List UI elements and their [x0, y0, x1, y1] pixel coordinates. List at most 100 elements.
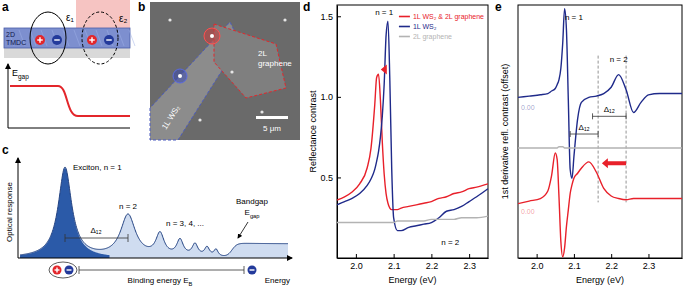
- axis-title: Reflectance contrast: [308, 90, 318, 173]
- tick-mark: [469, 254, 470, 258]
- charge-dot: [248, 266, 257, 275]
- x-tick: 2.0: [350, 254, 363, 271]
- bright-spot: [283, 18, 286, 21]
- hole: [53, 266, 62, 275]
- tick-mark: [337, 97, 341, 98]
- baseline-label: 0.00: [521, 208, 535, 215]
- position-axis: [8, 128, 130, 129]
- legend-label: 2L graphene: [413, 33, 452, 41]
- panel-label: c: [2, 143, 9, 157]
- y-axis: [18, 158, 19, 258]
- tick-label: 2.2: [605, 261, 618, 271]
- y-tick: 0.5: [320, 173, 341, 183]
- panel-label: e: [495, 0, 502, 14]
- legend-swatch: [399, 26, 410, 28]
- hole: [87, 35, 97, 45]
- y-tick: 1.5: [320, 12, 341, 22]
- probe-spot-red: [204, 28, 220, 44]
- charge-dot: [35, 35, 45, 45]
- bracket-label: Δ₁₂: [604, 105, 615, 114]
- flake-label: 1L WS₂: [160, 104, 182, 132]
- spacing-label: Δ₁₂: [90, 226, 101, 235]
- y-tick: 1.0: [320, 92, 341, 102]
- lattice-line: [74, 30, 80, 46]
- charge-sign: [106, 39, 112, 40]
- annotation: n = 1: [375, 8, 394, 17]
- shift-arrow: [381, 64, 387, 74]
- bandgap-label: Bandgap: [236, 197, 269, 206]
- annotation: n = 2: [610, 55, 629, 64]
- x-axis: 2.0 2.1 2.2 2.3: [519, 254, 683, 271]
- reference-line: [626, 56, 627, 203]
- probe-center: [178, 74, 182, 78]
- peak-label: Exciton, n = 1: [73, 163, 122, 172]
- peak-label: n = 3, 4, ...: [166, 219, 204, 228]
- tick-label: 2.0: [350, 261, 363, 271]
- charge-dot: [87, 35, 97, 45]
- tick-mark: [337, 16, 341, 17]
- lattice-line: [129, 30, 135, 46]
- tick-label: 2.2: [426, 261, 439, 271]
- scale-bar: [256, 116, 288, 119]
- x-tick: 2.0: [531, 254, 544, 271]
- electron: [104, 35, 114, 45]
- axis-title: Energy: [265, 276, 290, 285]
- spectrum-line: [20, 167, 288, 255]
- baseline-label: 0.00: [521, 104, 535, 111]
- x-tick: 2.1: [568, 254, 581, 271]
- binding-label-sub: B: [189, 281, 193, 287]
- tick-mark: [394, 254, 395, 258]
- bandgap-pointer: [238, 222, 248, 238]
- figure: a2DTMDCε₁ε₂Egapb1L WS₂2Lgraphene5 μmcOpt…: [0, 0, 685, 288]
- lattice-line: [118, 30, 124, 46]
- binding-label-main: Binding energy E: [128, 276, 189, 285]
- electron: [52, 35, 62, 45]
- x-axis: 2.0 2.1 2.2 2.3: [338, 254, 489, 271]
- bright-spot: [168, 18, 171, 21]
- spacing-bracket: [65, 234, 128, 242]
- legend-label: 1L WS₂ & 2L graphene: [413, 13, 484, 21]
- hole: [35, 35, 45, 45]
- y-axis: 0.5 1.0 1.5: [320, 6, 341, 259]
- gap-label-sub: gap: [18, 73, 29, 81]
- dielectric-label: ε₂: [119, 13, 127, 24]
- plot-frame: [337, 5, 488, 258]
- plot-area: [518, 9, 682, 257]
- plot-frame: [518, 5, 682, 258]
- panel-label: d: [303, 0, 310, 14]
- tick-mark: [574, 254, 575, 258]
- graphene-label: 2L: [258, 49, 267, 58]
- energy-axis: [8, 64, 9, 128]
- exciton-field: [82, 12, 118, 64]
- tick-label: 2.3: [463, 261, 476, 271]
- spectrum-fill: [20, 167, 288, 258]
- charge-dot: [104, 35, 114, 45]
- charge-sign: [39, 37, 40, 43]
- series-line: [337, 74, 488, 209]
- panel-a: a2DTMDCε₁ε₂Egap: [2, 0, 135, 128]
- micrograph: [150, 2, 300, 140]
- reference-line: [598, 56, 599, 203]
- x-tick: 2.1: [388, 254, 401, 271]
- bright-spot: [230, 70, 233, 73]
- tick-label: 2.0: [531, 261, 544, 271]
- tick-label: 0.5: [320, 173, 333, 183]
- bandgap-symbol: Egap: [245, 208, 260, 219]
- lattice-line: [96, 30, 102, 46]
- x-tick: 2.2: [426, 254, 439, 271]
- exciton-icon: [49, 262, 77, 278]
- material-label: 2D: [6, 31, 15, 38]
- tick-label: 2.1: [568, 261, 581, 271]
- panel-c: cOptical responseEnergyExciton, n = 1n =…: [2, 143, 292, 287]
- tick-mark: [648, 254, 649, 258]
- dielectric-region: [76, 0, 130, 28]
- charge-sign: [67, 269, 72, 270]
- binding-bracket: [79, 266, 244, 274]
- series-line: [518, 9, 682, 179]
- series-line: [518, 147, 682, 148]
- x-tick: 2.3: [643, 254, 656, 271]
- gap-label: Egap: [12, 68, 29, 81]
- series-line: [518, 153, 682, 257]
- peak-label: n = 2: [119, 202, 138, 211]
- axis-title: Energy (eV): [576, 275, 624, 285]
